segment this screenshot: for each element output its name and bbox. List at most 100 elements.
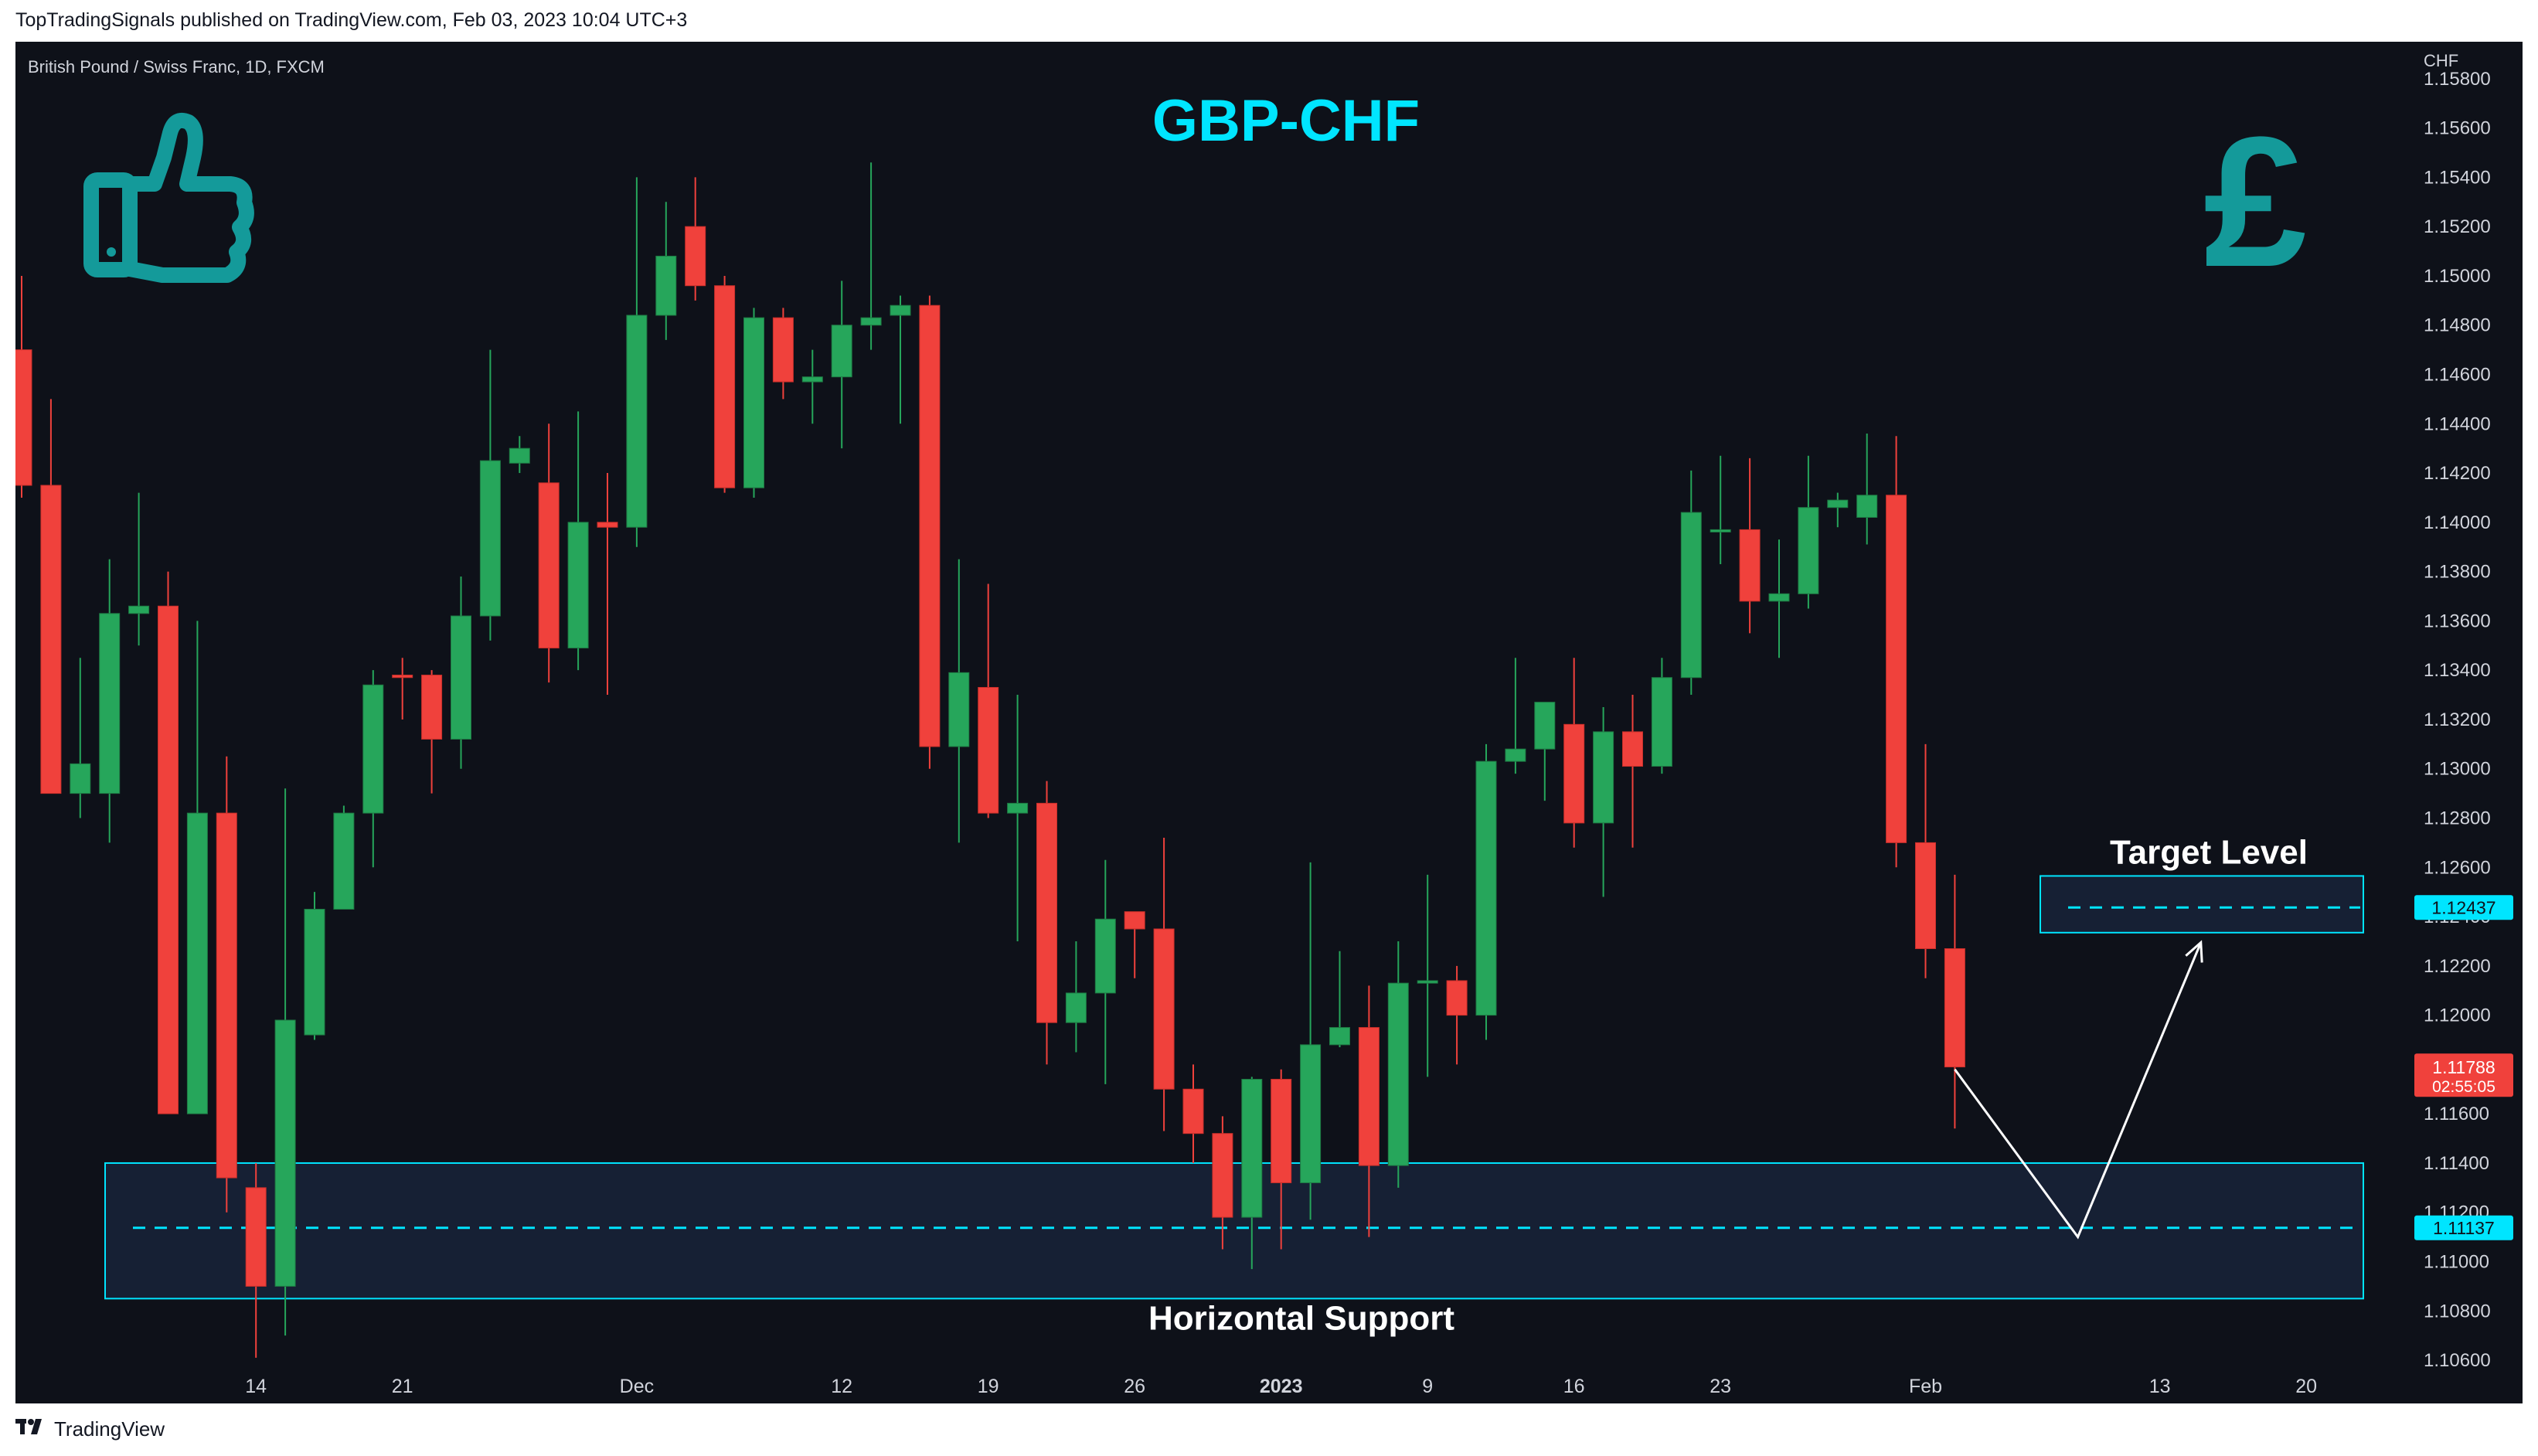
- candle-up: [743, 317, 764, 488]
- y-tick-label: 1.11000: [2424, 1252, 2489, 1273]
- candle-down: [1358, 1027, 1380, 1166]
- y-tick-label: 1.15600: [2424, 118, 2491, 139]
- candle-up: [1065, 992, 1087, 1023]
- candle-up: [1505, 748, 1526, 762]
- candle-up: [1827, 499, 1849, 509]
- y-tick-label: 1.15800: [2424, 69, 2491, 90]
- last-price-value: 1.11788: [2432, 1057, 2495, 1077]
- candle-down: [245, 1187, 267, 1287]
- y-tick-label: 1.14600: [2424, 365, 2491, 386]
- publication-header: TopTradingSignals published on TradingVi…: [15, 9, 688, 31]
- candle-down: [1739, 529, 1761, 602]
- y-tick-label: 1.12600: [2424, 857, 2491, 878]
- y-tick-label: 1.13000: [2424, 759, 2491, 780]
- candle-down: [1622, 731, 1643, 767]
- x-tick-label: Feb: [1909, 1376, 1942, 1397]
- candle-down: [919, 304, 941, 747]
- tradingview-footer[interactable]: TradingView: [15, 1417, 165, 1441]
- candle-up: [509, 447, 530, 464]
- candle-up: [1094, 918, 1116, 994]
- candle-up: [831, 325, 852, 378]
- candle-up: [1593, 731, 1614, 824]
- candle-up: [304, 908, 325, 1036]
- candle-up: [567, 522, 589, 648]
- candle-down: [538, 482, 560, 648]
- candle-up: [1798, 507, 1819, 594]
- target-price-value: 1.12437: [2431, 897, 2495, 917]
- candle-up: [333, 812, 355, 910]
- x-tick-label: 12: [831, 1376, 852, 1397]
- candle-down: [421, 675, 443, 740]
- candle-up: [948, 672, 970, 747]
- candle-down: [1446, 980, 1468, 1016]
- chart-title: GBP-CHF: [1152, 88, 1420, 154]
- y-tick-label: 1.14400: [2424, 413, 2491, 434]
- candle-up: [1417, 980, 1438, 984]
- candle-up: [801, 376, 823, 383]
- y-tick-label: 1.11400: [2424, 1153, 2489, 1174]
- candle-up: [1710, 529, 1731, 532]
- x-tick-label: 2023: [1260, 1376, 1303, 1397]
- time-axis[interactable]: 14 21 Dec 12 19 26 2023 9 16 23 Feb 13 20: [245, 1376, 2317, 1397]
- candle-down: [158, 605, 179, 1114]
- support-zone: [104, 1162, 2364, 1300]
- projection-path: [1954, 941, 2203, 1240]
- y-tick-label: 1.15200: [2424, 216, 2491, 237]
- candle-down: [772, 317, 794, 383]
- candle-up: [1680, 512, 1702, 679]
- candle-down: [1036, 802, 1057, 1023]
- y-tick-label: 1.15000: [2424, 266, 2491, 287]
- candle-up: [1534, 702, 1556, 750]
- pound-sign-icon: £: [2203, 98, 2306, 305]
- target-zone: [2040, 875, 2364, 934]
- candle-up: [99, 613, 121, 794]
- candle-up: [451, 615, 471, 740]
- candle-down: [714, 285, 736, 488]
- candle-down: [392, 675, 413, 679]
- support-price-value: 1.11137: [2433, 1218, 2495, 1238]
- y-tick-label: 1.11600: [2424, 1104, 2489, 1124]
- x-tick-label: 19: [978, 1376, 999, 1397]
- candle-down: [1563, 723, 1585, 824]
- x-tick-label: 23: [1710, 1376, 1731, 1397]
- candle-down: [15, 349, 32, 486]
- y-tick-label: 1.13400: [2424, 660, 2491, 681]
- candle-up: [479, 460, 501, 617]
- brand-name: TradingView: [54, 1417, 165, 1441]
- candle-up: [1768, 593, 1790, 602]
- overlays: [1954, 940, 2203, 1240]
- candles: [15, 162, 1965, 1358]
- candle-down: [685, 226, 706, 287]
- support-zone-label: Horizontal Support: [1148, 1299, 1454, 1337]
- chart-area[interactable]: British Pound / Swiss Franc, 1D, FXCM GB…: [15, 42, 2523, 1403]
- candle-down: [1153, 928, 1175, 1090]
- candle-up: [1475, 760, 1497, 1016]
- y-tick-label: 1.15400: [2424, 167, 2491, 188]
- candle-down: [1944, 948, 1965, 1068]
- price-zones: Horizontal Support Target Level: [104, 833, 2364, 1337]
- x-tick-label: 13: [2149, 1376, 2171, 1397]
- candle-up: [1241, 1079, 1263, 1218]
- y-tick-label: 1.12800: [2424, 808, 2491, 829]
- candle-down: [1182, 1088, 1204, 1135]
- candle-up: [186, 812, 208, 1114]
- y-tick-label: 1.12200: [2424, 956, 2491, 977]
- candle-up: [1387, 982, 1409, 1166]
- y-tick-label: 1.12000: [2424, 1005, 2491, 1026]
- candle-down: [1886, 495, 1907, 843]
- y-tick-label: 1.14800: [2424, 315, 2491, 336]
- target-zone-label: Target Level: [2110, 833, 2308, 871]
- candle-up: [128, 605, 150, 614]
- candle-down: [597, 522, 618, 528]
- last-price-label: [2414, 1053, 2513, 1097]
- y-tick-label: 1.14000: [2424, 512, 2491, 533]
- candlestick-chart[interactable]: British Pound / Swiss Franc, 1D, FXCM GB…: [15, 42, 2523, 1403]
- y-tick-label: 1.13600: [2424, 611, 2491, 631]
- candle-down: [40, 485, 62, 794]
- y-tick-label: 1.13800: [2424, 562, 2491, 583]
- candle-up: [1651, 677, 1672, 767]
- candle-up: [274, 1019, 296, 1287]
- candle-up: [1300, 1044, 1322, 1183]
- candle-down: [1212, 1133, 1233, 1218]
